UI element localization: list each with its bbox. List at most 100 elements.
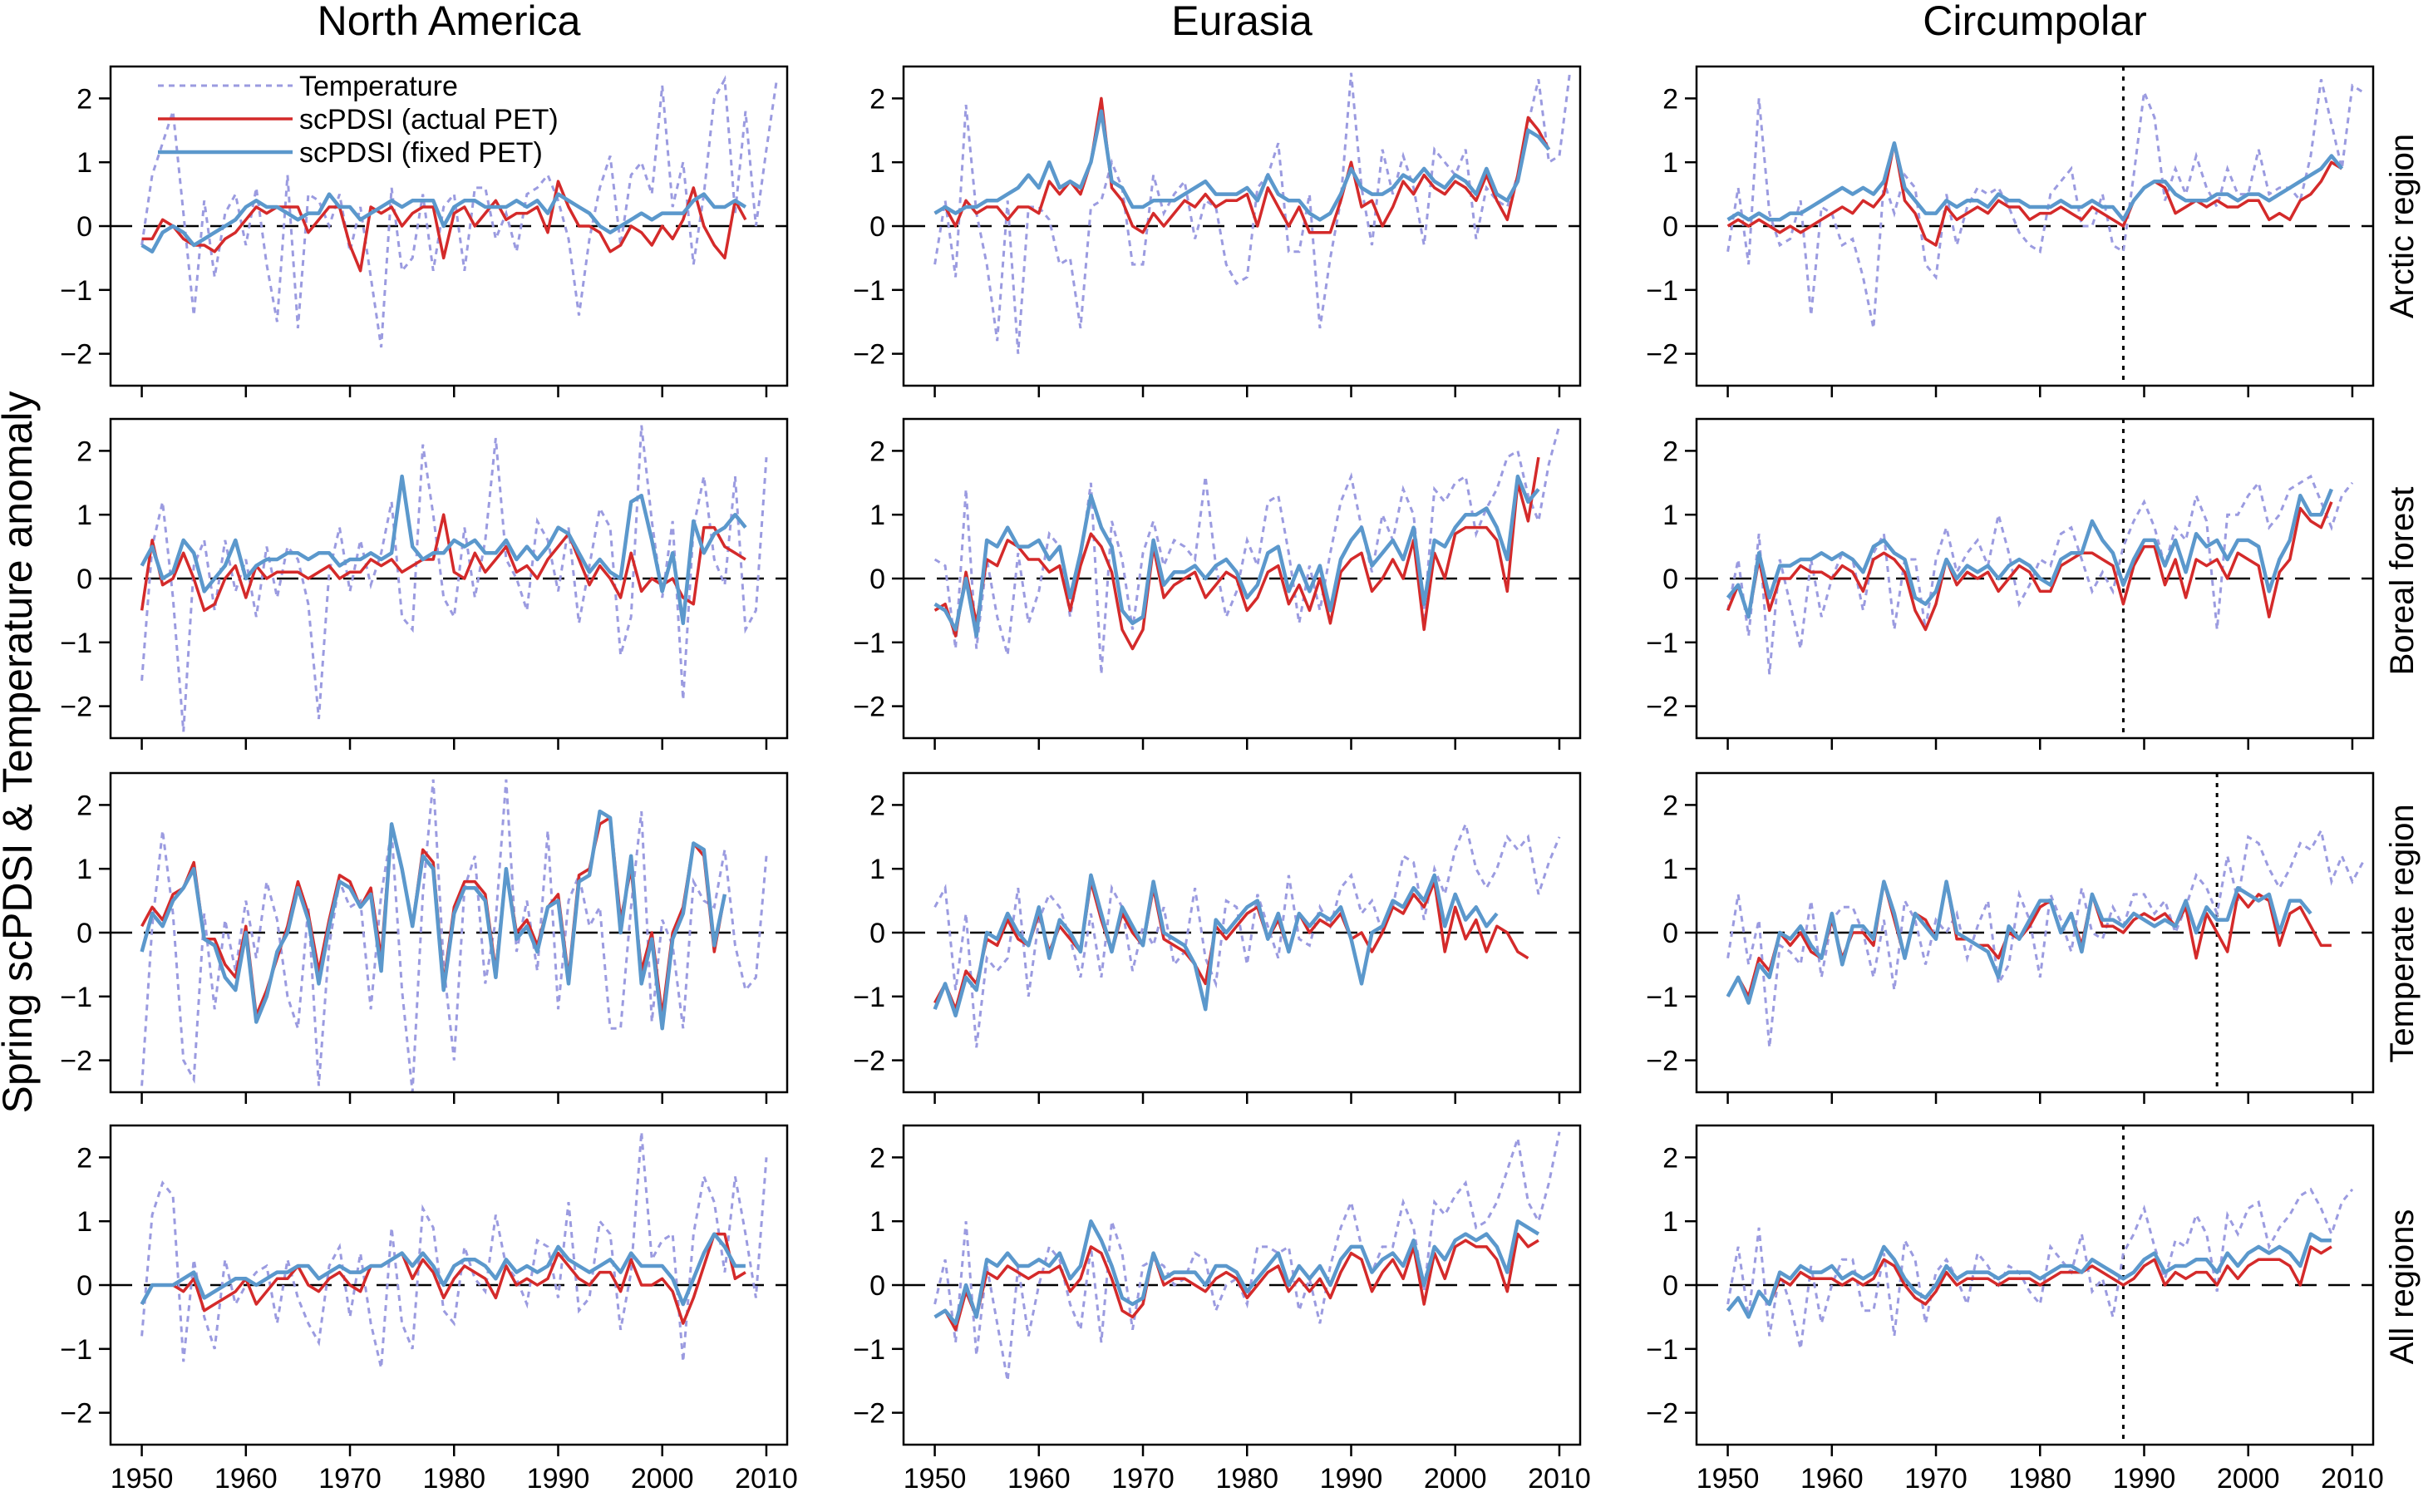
y-tick-label: 2 bbox=[76, 1142, 92, 1174]
y-tick-label: −1 bbox=[853, 628, 885, 659]
y-tick-label: 0 bbox=[869, 918, 885, 949]
scpdsi-fixed-pet-series bbox=[933, 1219, 1540, 1326]
scpdsi-fixed-pet-series bbox=[140, 809, 727, 1031]
temperature-series bbox=[140, 425, 768, 732]
temperature-series bbox=[933, 820, 1561, 1048]
x-tick-label: 2010 bbox=[735, 1463, 798, 1495]
panel-circumpolar-boreal-forest: −2 −1 0 1 2 bbox=[1646, 417, 2375, 750]
panel-north-america-arctic-region: −2 −1 0 1 2 bbox=[60, 65, 789, 397]
scpdsi-actual-pet-series bbox=[1726, 1245, 2332, 1319]
x-tick-label: 1960 bbox=[214, 1463, 278, 1495]
x-tick-label: 1970 bbox=[318, 1463, 382, 1495]
titles: North America Eurasia Circumpolar Spring… bbox=[0, 0, 2421, 1364]
scpdsi-fixed-pet-series bbox=[1726, 140, 2344, 222]
scpdsi-fixed-pet-series bbox=[933, 873, 1499, 1018]
y-tick-label: 0 bbox=[76, 211, 92, 243]
y-tick-label: 1 bbox=[76, 1206, 92, 1238]
scpdsi-actual-pet-series bbox=[1726, 501, 2333, 632]
temperature-series bbox=[1726, 474, 2354, 675]
y-tick-label: 2 bbox=[869, 83, 885, 115]
y-tick-label: −2 bbox=[60, 1398, 92, 1430]
scpdsi-fixed-pet-series bbox=[140, 1232, 746, 1307]
panel-north-america-temperate-region: −2 −1 0 1 2 bbox=[60, 771, 789, 1104]
y-tick-label: 1 bbox=[1662, 1206, 1678, 1238]
y-tick-label: 0 bbox=[869, 564, 885, 595]
y-tick-label: −1 bbox=[60, 628, 92, 659]
x-tick-label: 2000 bbox=[1424, 1463, 1487, 1495]
scpdsi-fixed-pet-series bbox=[933, 109, 1551, 222]
temperature-series bbox=[140, 779, 768, 1093]
y-tick-label: 0 bbox=[1662, 1270, 1678, 1302]
column-title-north-america: North America bbox=[318, 0, 581, 44]
scpdsi-actual-pet-series bbox=[933, 456, 1540, 651]
temperature-series bbox=[933, 1131, 1561, 1381]
x-tick-label: 1970 bbox=[1904, 1463, 1968, 1495]
scpdsi-actual-pet-series bbox=[933, 1232, 1539, 1332]
y-tick-label: 2 bbox=[76, 83, 92, 115]
scpdsi-actual-pet-series bbox=[141, 180, 747, 273]
y-tick-label: 1 bbox=[1662, 500, 1678, 531]
row-label-boreal-forest: Boreal forest bbox=[2384, 487, 2421, 676]
x-tick-label: 1980 bbox=[2008, 1463, 2071, 1495]
y-tick-label: −1 bbox=[853, 275, 885, 307]
y-tick-label: −1 bbox=[1646, 628, 1678, 659]
y-tick-label: −2 bbox=[1646, 1046, 1678, 1077]
y-tick-label: 1 bbox=[869, 147, 885, 179]
y-tick-label: 1 bbox=[76, 854, 92, 885]
legend-label-actual-pet: scPDSI (actual PET) bbox=[299, 104, 559, 135]
y-tick-label: −2 bbox=[1646, 1398, 1678, 1430]
scpdsi-fixed-pet-series bbox=[140, 192, 747, 254]
y-tick-label: −2 bbox=[853, 1046, 885, 1077]
y-tick-label: −1 bbox=[60, 1334, 92, 1366]
x-tick-label: 1960 bbox=[1007, 1463, 1071, 1495]
panel-north-america-boreal-forest: −2 −1 0 1 2 bbox=[60, 417, 789, 750]
scpdsi-actual-pet-series bbox=[933, 96, 1550, 234]
legend: Temperature scPDSI (actual PET) scPDSI (… bbox=[158, 71, 559, 169]
y-tick-label: 2 bbox=[76, 790, 92, 821]
y-tick-label: 0 bbox=[869, 1270, 885, 1302]
column-title-circumpolar: Circumpolar bbox=[1923, 0, 2147, 44]
x-tick-label: 2000 bbox=[631, 1463, 694, 1495]
scpdsi-fixed-pet-series bbox=[933, 474, 1540, 638]
y-tick-label: 1 bbox=[1662, 147, 1678, 179]
temperature-series bbox=[1726, 1187, 2354, 1350]
y-tick-label: 0 bbox=[76, 918, 92, 949]
y-tick-label: 1 bbox=[869, 854, 885, 885]
y-tick-label: 0 bbox=[869, 211, 885, 243]
scpdsi-actual-pet-series bbox=[140, 1232, 746, 1325]
panel-eurasia-temperate-region: −2 −1 0 1 2 bbox=[853, 771, 1582, 1104]
y-axis-title: Spring scPDSI & Temperature anomaly bbox=[0, 392, 41, 1114]
scpdsi-actual-pet-series bbox=[140, 513, 746, 613]
x-tick-label: 1950 bbox=[111, 1463, 174, 1495]
y-tick-label: 1 bbox=[869, 1206, 885, 1238]
y-tick-label: −1 bbox=[853, 982, 885, 1013]
x-tick-label: 2000 bbox=[2217, 1463, 2280, 1495]
panel-eurasia-arctic-region: −2 −1 0 1 2 bbox=[853, 65, 1582, 397]
x-tick-label: 1950 bbox=[1697, 1463, 1760, 1495]
y-tick-label: −2 bbox=[60, 1046, 92, 1077]
y-tick-label: 2 bbox=[869, 790, 885, 821]
panel-north-america-all-regions: −2 −1 0 1 2 1950 1960 1970 1980 1990 2000 2010 bbox=[60, 1124, 798, 1495]
y-tick-label: 1 bbox=[76, 147, 92, 179]
x-tick-label: 1970 bbox=[1111, 1463, 1175, 1495]
y-tick-label: −2 bbox=[853, 692, 885, 723]
panel-circumpolar-temperate-region: −2 −1 0 1 2 bbox=[1646, 771, 2375, 1104]
y-tick-label: −2 bbox=[1646, 692, 1678, 723]
row-label-all-regions: All regions bbox=[2384, 1209, 2421, 1365]
y-tick-label: −1 bbox=[60, 275, 92, 307]
y-tick-label: 2 bbox=[869, 436, 885, 467]
y-tick-label: −2 bbox=[853, 1398, 885, 1430]
legend-label-fixed-pet: scPDSI (fixed PET) bbox=[299, 137, 543, 169]
legend-label-temperature: Temperature bbox=[299, 71, 458, 102]
y-tick-label: −1 bbox=[1646, 275, 1678, 307]
temperature-series bbox=[933, 425, 1561, 675]
y-tick-label: −2 bbox=[60, 692, 92, 723]
temperature-series bbox=[1726, 826, 2364, 1048]
temperature-series bbox=[1726, 79, 2364, 329]
x-tick-label: 1950 bbox=[904, 1463, 967, 1495]
x-tick-label: 1990 bbox=[1320, 1463, 1383, 1495]
row-label-temperate-region: Temperate region bbox=[2384, 804, 2421, 1062]
y-tick-label: −2 bbox=[853, 339, 885, 371]
scpdsi-fixed-pet-series bbox=[1726, 488, 2333, 619]
y-tick-label: 0 bbox=[1662, 564, 1678, 595]
